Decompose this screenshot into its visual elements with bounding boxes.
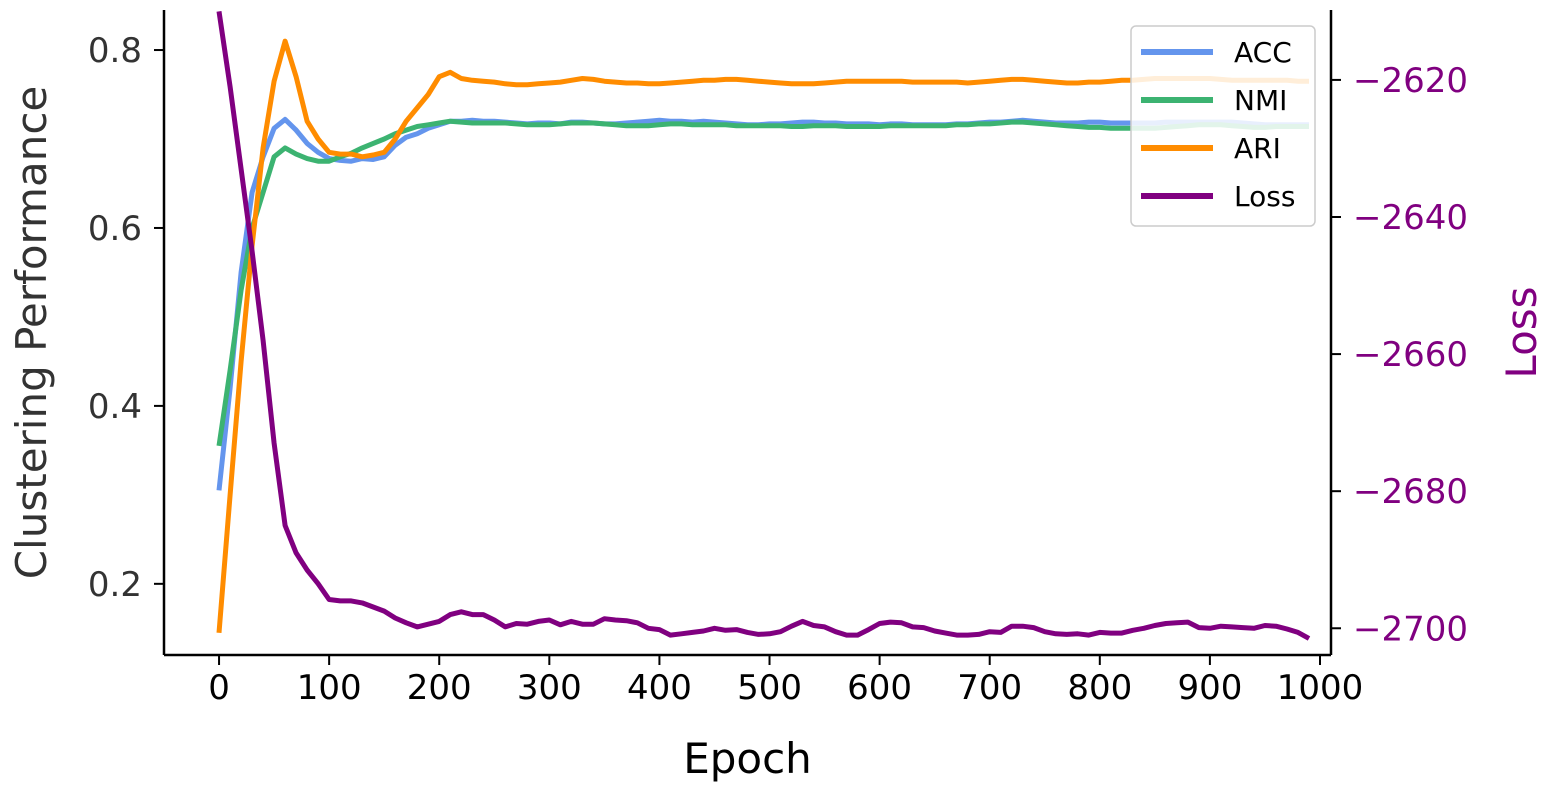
x-tick-label: 100 [297, 668, 362, 708]
x-tick-label: 200 [407, 668, 472, 708]
y-tick-label: 0.8 [88, 31, 142, 71]
y2-tick-label: −2700 [1353, 609, 1468, 649]
y2-tick-label: −2660 [1353, 335, 1468, 375]
x-tick-label: 400 [627, 668, 692, 708]
legend-label-acc: ACC [1234, 36, 1292, 69]
x-tick-label: 0 [208, 668, 230, 708]
legend-label-loss: Loss [1234, 180, 1295, 213]
y-tick-label: 0.4 [88, 387, 142, 427]
series-line-loss [216, 11, 1311, 641]
legend-label-nmi: NMI [1234, 84, 1287, 117]
series-layer [216, 11, 1311, 641]
y2-tick-label: −2640 [1353, 198, 1468, 238]
axes: 0 100 200 300 400 500 600 700 800 900 1000 0.2 0.4 0.… [7, 10, 1546, 783]
x-tick-label: 600 [847, 668, 912, 708]
x-tick-label: 900 [1177, 668, 1242, 708]
y2-tick-label: −2680 [1353, 472, 1468, 512]
x-tick-label: 500 [737, 668, 802, 708]
y2-tick-label: −2620 [1353, 61, 1468, 101]
x-tick-label: 1000 [1277, 668, 1364, 708]
x-axis-title: Epoch [683, 734, 812, 783]
y-axis-title: Clustering Performance [7, 86, 56, 580]
y-tick-label: 0.2 [88, 565, 142, 605]
series-line-ari [216, 38, 1309, 634]
x-tick-label: 700 [957, 668, 1022, 708]
legend-box [1130, 25, 1316, 227]
x-tick-label: 300 [517, 668, 582, 708]
y-tick-label: 0.6 [88, 209, 142, 249]
legend: ACC NMI ARI Loss [1130, 25, 1316, 227]
x-tick-label: 800 [1067, 668, 1132, 708]
legend-label-ari: ARI [1234, 132, 1281, 165]
y2-axis-title: Loss [1497, 286, 1546, 378]
